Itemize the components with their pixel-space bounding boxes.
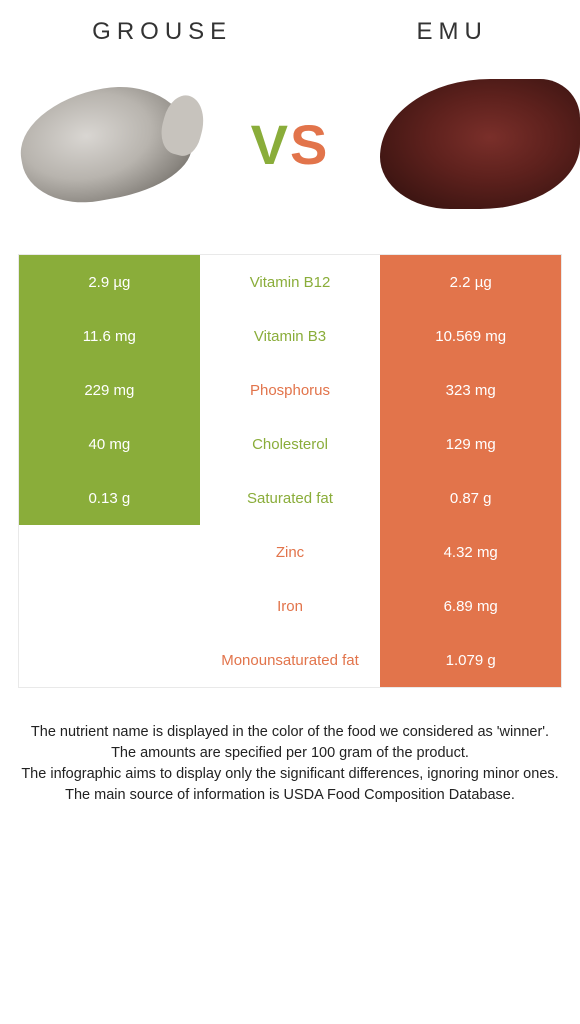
- value-right: 10.569 mg: [380, 309, 561, 363]
- images-row: VS: [0, 54, 580, 254]
- title-left: Grouse: [92, 18, 232, 46]
- vs-badge: VS: [251, 112, 330, 177]
- nutrient-label: Saturated fat: [200, 471, 381, 525]
- footer-line: The nutrient name is displayed in the co…: [18, 722, 562, 743]
- value-left: 229 mg: [19, 363, 200, 417]
- value-left: 0.51 mg: [19, 525, 200, 579]
- value-left: 2.9 µg: [19, 255, 200, 309]
- table-row: 0.042 gMonounsaturated fat1.079 g: [19, 633, 561, 687]
- nutrient-label: Iron: [200, 579, 381, 633]
- table-row: 0.13 gSaturated fat0.87 g: [19, 471, 561, 525]
- table-row: 229 mgPhosphorus323 mg: [19, 363, 561, 417]
- nutrient-label: Zinc: [200, 525, 381, 579]
- footer-notes: The nutrient name is displayed in the co…: [0, 688, 580, 806]
- nutrition-table: 2.9 µgVitamin B122.2 µg11.6 mgVitamin B3…: [18, 254, 562, 688]
- vs-v: V: [251, 113, 290, 176]
- table-row: 2.9 µgVitamin B122.2 µg: [19, 255, 561, 309]
- table-row: 40 mgCholesterol129 mg: [19, 417, 561, 471]
- value-right: 2.2 µg: [380, 255, 561, 309]
- nutrient-label: Cholesterol: [200, 417, 381, 471]
- table-row: 0.51 mgZinc4.32 mg: [19, 525, 561, 579]
- emu-image: [370, 59, 580, 229]
- value-right: 129 mg: [380, 417, 561, 471]
- nutrient-label: Vitamin B12: [200, 255, 381, 309]
- value-right: 0.87 g: [380, 471, 561, 525]
- footer-line: The main source of information is USDA F…: [18, 785, 562, 806]
- nutrient-label: Monounsaturated fat: [200, 633, 381, 687]
- table-row: 0.58 mgIron6.89 mg: [19, 579, 561, 633]
- emu-shape-icon: [380, 79, 580, 209]
- title-right: Emu: [416, 18, 487, 46]
- grouse-image: [0, 59, 210, 229]
- vs-s: S: [290, 113, 329, 176]
- value-right: 4.32 mg: [380, 525, 561, 579]
- grouse-shape-icon: [12, 75, 199, 213]
- value-left: 40 mg: [19, 417, 200, 471]
- footer-line: The amounts are specified per 100 gram o…: [18, 743, 562, 764]
- value-right: 323 mg: [380, 363, 561, 417]
- value-left: 0.58 mg: [19, 579, 200, 633]
- footer-line: The infographic aims to display only the…: [18, 764, 562, 785]
- value-left: 11.6 mg: [19, 309, 200, 363]
- value-right: 1.079 g: [380, 633, 561, 687]
- value-left: 0.042 g: [19, 633, 200, 687]
- header: Grouse Emu: [0, 0, 580, 54]
- nutrient-label: Phosphorus: [200, 363, 381, 417]
- value-right: 6.89 mg: [380, 579, 561, 633]
- value-left: 0.13 g: [19, 471, 200, 525]
- table-row: 11.6 mgVitamin B310.569 mg: [19, 309, 561, 363]
- nutrient-label: Vitamin B3: [200, 309, 381, 363]
